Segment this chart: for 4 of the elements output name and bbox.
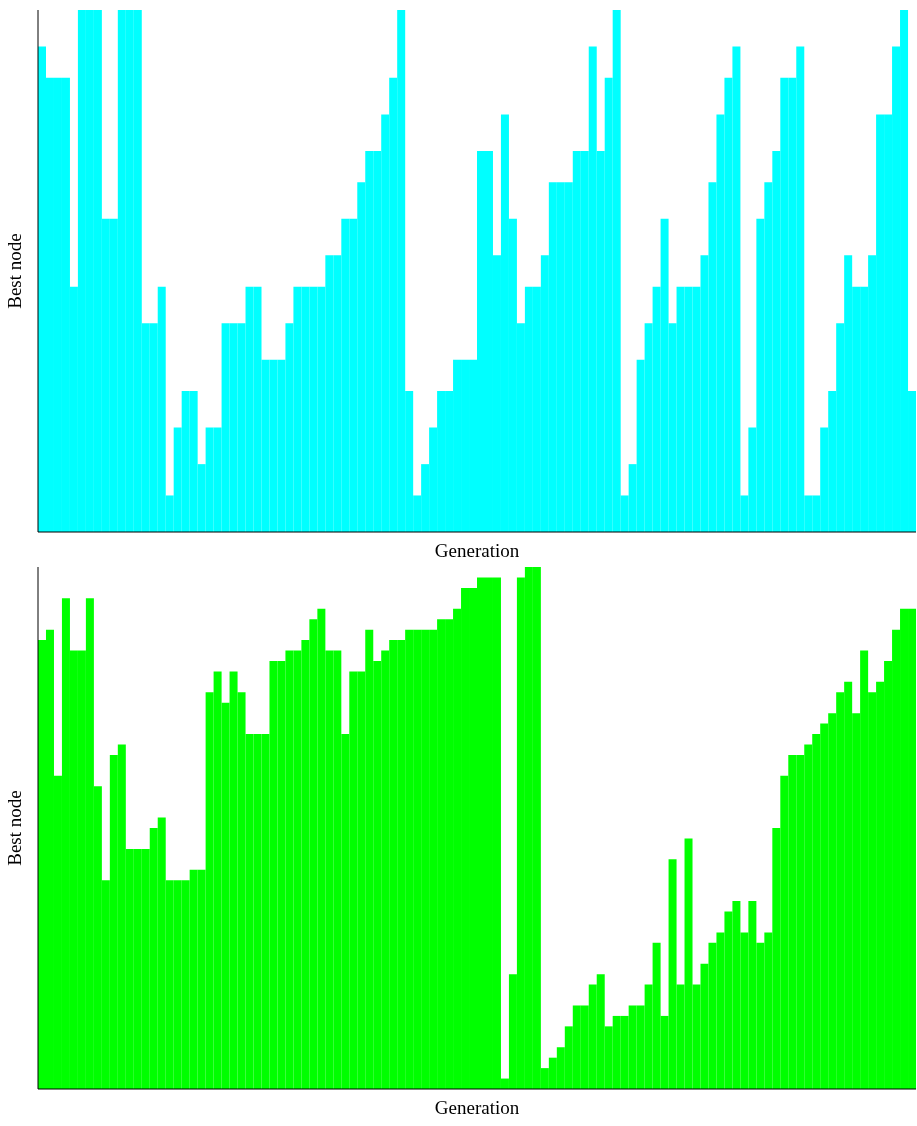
y-axis-title: Best node — [3, 233, 25, 309]
x-axis-title: Generation — [434, 540, 520, 561]
x-axis-title: Generation — [434, 1097, 520, 1118]
y-axis-title: Best node — [3, 790, 25, 866]
